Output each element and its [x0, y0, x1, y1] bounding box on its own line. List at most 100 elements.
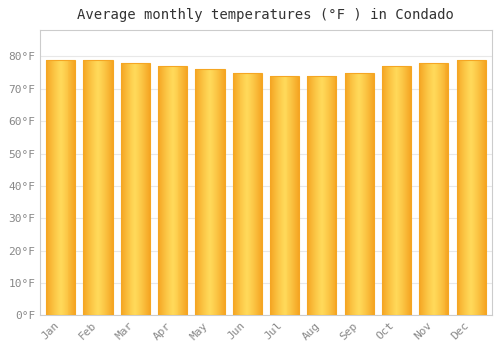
Bar	[214, 69, 215, 315]
Bar	[55, 60, 56, 315]
Bar	[481, 60, 482, 315]
Bar	[432, 63, 433, 315]
Bar	[126, 63, 128, 315]
Bar	[356, 72, 358, 315]
Bar	[272, 76, 273, 315]
Bar	[322, 76, 323, 315]
Bar	[386, 66, 387, 315]
Bar	[436, 63, 438, 315]
Bar	[370, 72, 371, 315]
Bar	[198, 69, 200, 315]
Bar	[254, 72, 255, 315]
Bar	[424, 63, 425, 315]
Bar	[88, 60, 90, 315]
Bar	[284, 76, 286, 315]
Bar	[145, 63, 146, 315]
Bar	[252, 72, 253, 315]
Bar	[47, 60, 48, 315]
Bar	[96, 60, 97, 315]
Bar	[236, 72, 238, 315]
Bar	[46, 60, 47, 315]
Bar	[97, 60, 98, 315]
Bar	[166, 66, 167, 315]
Bar	[372, 72, 373, 315]
Bar	[178, 66, 180, 315]
Bar	[394, 66, 396, 315]
Bar	[84, 60, 86, 315]
Bar	[323, 76, 324, 315]
Bar	[128, 63, 130, 315]
Bar	[292, 76, 294, 315]
Bar	[159, 66, 160, 315]
Bar	[423, 63, 424, 315]
Bar	[462, 60, 464, 315]
Bar	[479, 60, 480, 315]
Bar	[261, 72, 262, 315]
Bar	[149, 63, 150, 315]
Bar	[101, 60, 102, 315]
Bar	[100, 60, 101, 315]
Bar	[428, 63, 429, 315]
Bar	[204, 69, 205, 315]
Bar	[232, 72, 234, 315]
Bar	[196, 69, 224, 315]
Bar	[387, 66, 388, 315]
Bar	[280, 76, 282, 315]
Bar	[315, 76, 316, 315]
Bar	[234, 72, 236, 315]
Bar	[310, 76, 312, 315]
Bar	[346, 72, 348, 315]
Bar	[398, 66, 400, 315]
Bar	[122, 63, 123, 315]
Bar	[74, 60, 76, 315]
Bar	[98, 60, 99, 315]
Bar	[390, 66, 392, 315]
Bar	[446, 63, 448, 315]
Bar	[406, 66, 407, 315]
Bar	[130, 63, 132, 315]
Bar	[384, 66, 385, 315]
Bar	[369, 72, 370, 315]
Bar	[66, 60, 68, 315]
Bar	[434, 63, 435, 315]
Bar	[382, 66, 383, 315]
Bar	[216, 69, 217, 315]
Bar	[274, 76, 275, 315]
Bar	[84, 60, 112, 315]
Bar	[164, 66, 165, 315]
Bar	[361, 72, 362, 315]
Bar	[278, 76, 279, 315]
Bar	[259, 72, 260, 315]
Bar	[429, 63, 430, 315]
Bar	[255, 72, 256, 315]
Bar	[110, 60, 112, 315]
Bar	[468, 60, 469, 315]
Bar	[286, 76, 288, 315]
Bar	[213, 69, 214, 315]
Bar	[205, 69, 206, 315]
Bar	[368, 72, 369, 315]
Bar	[440, 63, 442, 315]
Bar	[258, 72, 259, 315]
Bar	[425, 63, 426, 315]
Bar	[364, 72, 365, 315]
Bar	[218, 69, 219, 315]
Bar	[251, 72, 252, 315]
Bar	[138, 63, 140, 315]
Bar	[277, 76, 278, 315]
Bar	[70, 60, 72, 315]
Bar	[92, 60, 94, 315]
Bar	[140, 63, 141, 315]
Bar	[141, 63, 142, 315]
Bar	[253, 72, 254, 315]
Bar	[167, 66, 168, 315]
Bar	[108, 60, 110, 315]
Bar	[392, 66, 394, 315]
Bar	[373, 72, 374, 315]
Bar	[426, 63, 427, 315]
Bar	[279, 76, 280, 315]
Bar	[180, 66, 182, 315]
Bar	[201, 69, 202, 315]
Bar	[62, 60, 64, 315]
Bar	[484, 60, 485, 315]
